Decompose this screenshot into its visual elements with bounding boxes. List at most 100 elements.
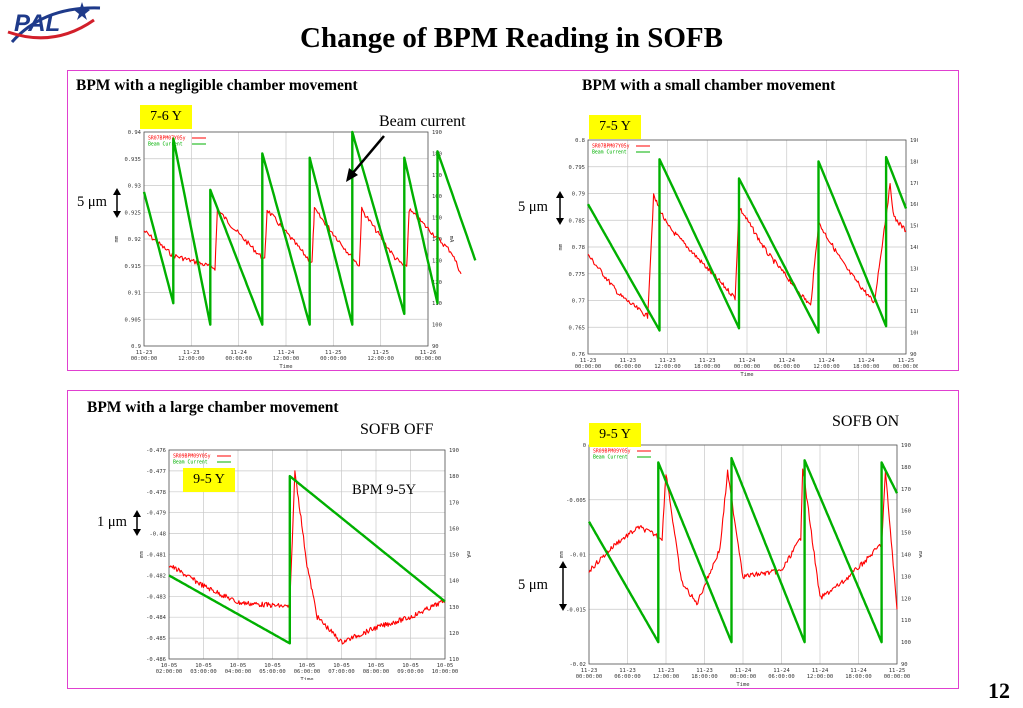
- x-axis-label: Time: [279, 364, 292, 370]
- x-tick-label-date: 11-24: [850, 668, 867, 674]
- y2-tick-label: 100: [901, 640, 911, 646]
- x-tick-label-time: 06:00:00: [774, 364, 801, 370]
- x-tick-label-time: 04:00:00: [225, 669, 252, 675]
- y2-tick-label: 130: [449, 605, 459, 611]
- y2-tick-label: 140: [449, 579, 459, 585]
- legend-label: Beam Current: [593, 455, 628, 461]
- series-line-beam-current: [142, 130, 477, 326]
- legend-label: Beam Current: [592, 150, 627, 156]
- series-line-beam-current: [586, 155, 908, 334]
- page-number: 12: [988, 678, 1010, 703]
- y2-tick-label: 160: [910, 202, 918, 208]
- x-tick-label-date: 11-25: [889, 668, 906, 674]
- annotation-arrow-icon: [346, 135, 385, 182]
- y2-tick-label: 190: [910, 138, 918, 144]
- x-tick-label-date: 11-23: [659, 358, 676, 364]
- heading-negligible: BPM with a negligible chamber movement: [76, 77, 358, 94]
- x-tick-label-time: 12:00:00: [813, 364, 840, 370]
- y-tick-label: -0.485: [146, 636, 166, 642]
- series-line-bpm: [168, 470, 446, 645]
- x-tick-label-date: 11-25: [898, 358, 915, 364]
- x-tick-label-time: 12:00:00: [807, 674, 834, 680]
- x-tick-label-date: 10-05: [402, 663, 419, 669]
- legend-label: SR07BPM07Y05y: [592, 144, 630, 150]
- y-tick-label: -0.482: [146, 573, 166, 579]
- y-tick-label: -0.015: [566, 607, 586, 613]
- x-tick-label-time: 12:00:00: [178, 356, 205, 362]
- y2-tick-label: 110: [449, 657, 459, 663]
- plot-frame: [143, 131, 429, 347]
- y2-axis-label: mA: [448, 236, 454, 243]
- x-tick-label-date: 11-23: [696, 668, 713, 674]
- x-tick-label-time: 07:00:00: [328, 669, 355, 675]
- y-tick-label: -0.005: [566, 498, 586, 504]
- y-tick-label: -0.477: [146, 469, 166, 475]
- y2-tick-label: 100: [910, 331, 918, 337]
- x-tick-label-time: 06:00:00: [294, 669, 321, 675]
- y-tick-label: -0.481: [146, 553, 166, 559]
- y2-tick-label: 180: [449, 474, 459, 480]
- heading-small: BPM with a small chamber movement: [582, 77, 836, 94]
- y-tick-label: 0.935: [124, 157, 141, 163]
- x-tick-label-date: 11-23: [183, 350, 200, 356]
- y-tick-label: 0.94: [128, 130, 142, 136]
- y-tick-label: 0.775: [568, 272, 585, 278]
- x-tick-label-date: 10-05: [437, 663, 454, 669]
- plot-frame: [168, 449, 446, 660]
- x-tick-label-time: 00:00:00: [893, 364, 918, 370]
- y-tick-label: 0.785: [568, 218, 585, 224]
- scale-arrow-bottom-right-icon: [559, 561, 567, 611]
- y-tick-label: 0.92: [128, 237, 141, 243]
- plot-frame: [588, 444, 898, 665]
- x-tick-label-date: 11-24: [778, 358, 795, 364]
- pal-logo: PAL: [4, 2, 104, 50]
- panel-top: [67, 70, 959, 371]
- y2-tick-label: 190: [901, 443, 911, 449]
- x-tick-label-time: 12:00:00: [654, 364, 681, 370]
- scale-arrow-top-right-icon: [556, 191, 564, 225]
- legend-label: SR09BPM09Y05y: [593, 449, 631, 455]
- label-sofb-on: SOFB ON: [832, 413, 900, 430]
- chart-9-5y-off: -0.486 -0.485 -0.484 -0.483 -0.482 -0.481 -0.4…: [139, 448, 471, 680]
- x-tick-label-time: 00:00:00: [884, 674, 911, 680]
- x-tick-label-date: 11-23: [580, 358, 597, 364]
- x-tick-label-time: 18:00:00: [853, 364, 880, 370]
- y-tick-label: 0.9: [131, 344, 141, 350]
- x-tick-label-time: 03:00:00: [190, 669, 217, 675]
- x-tick-label-date: 11-25: [372, 350, 389, 356]
- y2-tick-label: 90: [910, 352, 917, 358]
- y2-tick-label: 150: [910, 224, 918, 230]
- x-tick-label-time: 06:00:00: [615, 364, 642, 370]
- y-tick-label: 0.79: [572, 192, 585, 198]
- x-tick-label-date: 11-23: [581, 668, 598, 674]
- y2-tick-label: 110: [910, 309, 918, 315]
- series-line-beam-current: [168, 474, 446, 645]
- y-axis-label: mm: [558, 243, 564, 250]
- y2-axis-label: mA: [465, 551, 471, 558]
- x-tick-label-time: 00:00:00: [131, 356, 158, 362]
- x-tick-label-date: 11-23: [658, 668, 675, 674]
- x-tick-label-date: 11-23: [136, 350, 153, 356]
- y-axis-label: mm: [114, 235, 120, 242]
- y-tick-label: 0.91: [128, 291, 141, 297]
- x-tick-label-date: 11-23: [619, 358, 636, 364]
- y2-tick-label: 90: [432, 344, 439, 350]
- y2-tick-label: 100: [432, 323, 442, 329]
- tag-7-6y: 7-6 Y: [140, 105, 192, 129]
- y-axis-label: mm: [559, 551, 565, 558]
- tag-9-5y-left: 9-5 Y: [183, 468, 235, 492]
- logo-text: PAL: [14, 10, 61, 37]
- x-tick-label-time: 10:00:00: [432, 669, 459, 675]
- x-tick-label-time: 06:00:00: [768, 674, 795, 680]
- y-tick-label: 0.76: [572, 352, 585, 358]
- chart-9-5y-on: -0.02 -0.015 -0.01 -0.005 0 90 100 110 120 130 140…: [559, 443, 922, 688]
- legend-label: SR09BPM09Y05y: [173, 454, 211, 460]
- y2-tick-label: 120: [901, 596, 911, 602]
- x-tick-label-date: 11-24: [773, 668, 790, 674]
- label-sofb-off: SOFB OFF: [360, 421, 434, 438]
- legend-label: Beam Current: [173, 460, 208, 466]
- x-tick-label-date: 11-24: [739, 358, 756, 364]
- x-tick-label-time: 00:00:00: [576, 674, 603, 680]
- y2-axis-label: mA: [917, 551, 922, 558]
- x-tick-label-date: 11-24: [812, 668, 829, 674]
